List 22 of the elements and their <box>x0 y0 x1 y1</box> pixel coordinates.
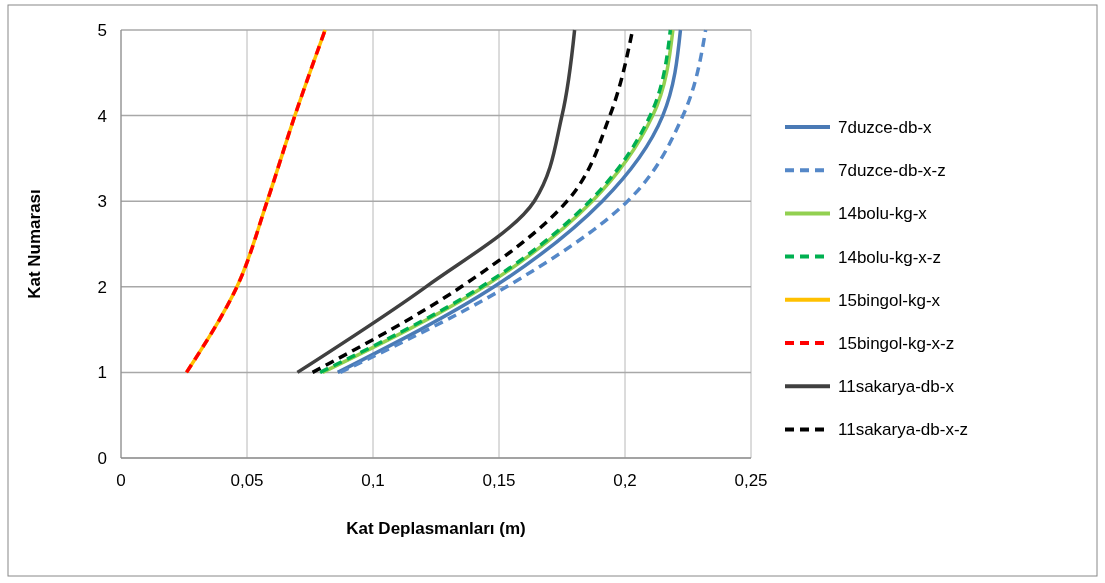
x-axis-title: Kat Deplasmanları (m) <box>346 519 526 538</box>
legend-label: 15bingol-kg-x <box>838 290 941 310</box>
legend-label: 7duzce-db-x-z <box>838 161 946 181</box>
legend-label: 14bolu-kg-x <box>838 204 928 224</box>
x-tick-label: 0 <box>116 471 126 490</box>
x-tick-label: 0,2 <box>613 471 637 490</box>
legend-label: 11sakarya-db-x-z <box>838 420 969 440</box>
y-tick-label: 0 <box>97 449 107 468</box>
legend-label: 7duzce-db-x <box>838 118 933 137</box>
y-tick-label: 2 <box>97 277 107 297</box>
y-tick-label: 5 <box>97 21 107 40</box>
x-tick-label: 0,1 <box>361 471 385 490</box>
x-tick-label: 0,05 <box>230 471 264 490</box>
legend-label: 11sakarya-db-x <box>838 377 955 397</box>
x-tick-label: 0,15 <box>482 471 516 490</box>
x-tick-label: 0,25 <box>734 471 768 490</box>
y-tick-label: 3 <box>97 192 107 212</box>
y-axis-title: Kat Numarası <box>25 189 44 299</box>
y-tick-label: 1 <box>97 363 107 383</box>
y-tick-label: 4 <box>97 106 107 126</box>
legend-label: 15bingol-kg-x-z <box>838 334 955 353</box>
legend-label: 14bolu-kg-x-z <box>838 247 941 267</box>
